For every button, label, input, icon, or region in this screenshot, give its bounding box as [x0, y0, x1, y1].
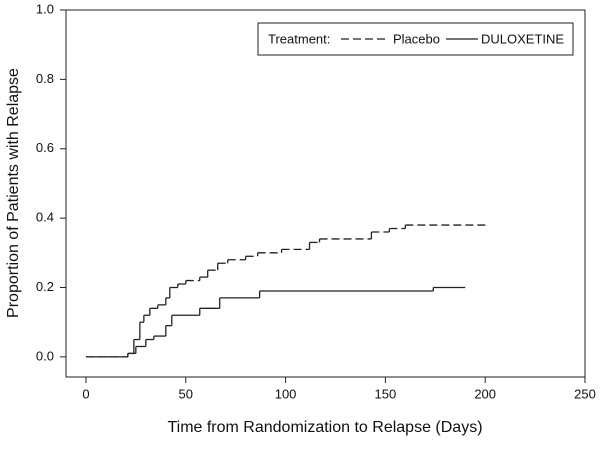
x-axis-title: Time from Randomization to Relapse (Days… [167, 419, 482, 436]
x-tick-label: 250 [574, 386, 596, 401]
x-tick-label: 100 [275, 386, 297, 401]
y-tick-label: 1.0 [36, 1, 54, 16]
y-tick-label: 0.8 [36, 71, 54, 86]
legend-label: DULOXETINE [481, 31, 564, 46]
plot-frame [65, 9, 586, 378]
x-tick-label: 0 [82, 386, 89, 401]
legend-title: Treatment: [268, 31, 330, 46]
y-tick-label: 0.0 [36, 348, 54, 363]
y-axis-title: Proportion of Patients with Relapse [5, 68, 22, 318]
y-tick-label: 0.4 [36, 210, 54, 225]
legend-box [257, 22, 574, 56]
legend-label: Placebo [393, 31, 440, 46]
y-tick-label: 0.6 [36, 140, 54, 155]
x-tick-label: 50 [179, 386, 193, 401]
x-tick-label: 150 [375, 386, 397, 401]
x-tick-label: 200 [474, 386, 496, 401]
y-tick-label: 0.2 [36, 279, 54, 294]
